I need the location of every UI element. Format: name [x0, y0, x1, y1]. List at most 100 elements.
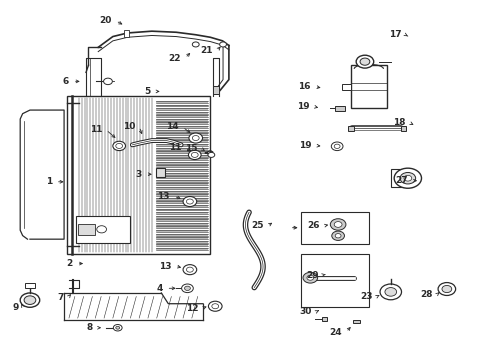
Circle shape [103, 78, 112, 85]
Bar [156, 216, 207, 218]
Text: 11: 11 [89, 125, 102, 134]
Bar [156, 166, 207, 167]
Circle shape [403, 175, 411, 181]
Bar [156, 144, 207, 146]
Text: 21: 21 [200, 46, 212, 55]
Text: 5: 5 [144, 87, 151, 96]
Circle shape [393, 168, 421, 188]
Bar [341, 84, 350, 90]
Circle shape [188, 150, 201, 159]
Bar [156, 226, 207, 228]
Text: 20: 20 [99, 16, 112, 25]
Circle shape [437, 283, 455, 296]
Text: 2: 2 [66, 259, 73, 268]
Bar [156, 101, 207, 103]
Circle shape [113, 141, 125, 150]
Bar [156, 119, 207, 121]
Bar [76, 216, 130, 243]
Bar [78, 224, 95, 235]
Bar [300, 212, 368, 244]
Bar [156, 122, 207, 125]
Bar [156, 230, 207, 232]
Text: 9: 9 [13, 303, 19, 312]
Bar [390, 169, 412, 187]
Text: 4: 4 [156, 284, 162, 293]
Bar [156, 130, 207, 132]
Circle shape [186, 199, 193, 204]
Bar [156, 151, 207, 153]
Circle shape [183, 197, 196, 207]
Circle shape [330, 219, 345, 230]
Bar [156, 198, 207, 200]
Circle shape [399, 172, 415, 184]
Bar [156, 104, 207, 107]
Text: 13: 13 [157, 192, 169, 201]
Bar [156, 219, 207, 221]
Circle shape [24, 296, 36, 305]
Bar [334, 106, 345, 111]
Bar [124, 30, 129, 37]
Circle shape [384, 288, 396, 296]
Bar [300, 253, 368, 307]
Text: 6: 6 [62, 77, 69, 86]
Bar [321, 317, 327, 320]
Bar [156, 133, 207, 135]
Bar [156, 237, 207, 239]
Bar [156, 112, 207, 114]
Circle shape [207, 152, 214, 157]
Bar [156, 187, 207, 189]
Circle shape [97, 226, 106, 233]
Circle shape [334, 234, 340, 238]
Circle shape [192, 42, 199, 47]
Circle shape [192, 135, 199, 140]
Bar [156, 180, 207, 182]
Bar [156, 248, 207, 250]
Circle shape [333, 144, 339, 148]
Bar [156, 183, 207, 185]
Text: 30: 30 [299, 307, 311, 316]
Text: 26: 26 [306, 221, 319, 230]
Text: 29: 29 [305, 270, 318, 279]
Circle shape [359, 58, 369, 65]
Circle shape [208, 301, 222, 311]
Circle shape [116, 326, 120, 329]
Circle shape [303, 273, 317, 283]
Text: 13: 13 [159, 262, 171, 271]
Bar [350, 65, 386, 108]
Bar [156, 194, 207, 196]
Text: 10: 10 [122, 122, 135, 131]
Circle shape [379, 284, 401, 300]
Circle shape [355, 55, 373, 68]
Circle shape [181, 284, 193, 293]
Text: 7: 7 [58, 293, 64, 302]
Bar [400, 126, 406, 131]
Bar [156, 205, 207, 207]
Bar [156, 190, 207, 193]
Text: 1: 1 [45, 177, 52, 186]
Bar [156, 158, 207, 160]
Circle shape [330, 142, 342, 150]
Circle shape [116, 143, 122, 148]
Circle shape [191, 152, 198, 157]
Circle shape [183, 265, 196, 275]
Text: 17: 17 [388, 30, 401, 39]
Text: 8: 8 [86, 323, 92, 332]
Bar [156, 126, 207, 128]
Circle shape [306, 275, 313, 280]
Bar [156, 201, 207, 203]
Circle shape [113, 324, 122, 331]
Bar [156, 148, 207, 149]
Text: 3: 3 [136, 170, 142, 179]
Text: 19: 19 [296, 102, 309, 111]
Bar [156, 208, 207, 211]
Circle shape [333, 222, 341, 227]
Text: 23: 23 [359, 292, 371, 301]
Circle shape [331, 231, 344, 240]
Text: 19: 19 [299, 141, 311, 150]
Bar [156, 212, 207, 214]
Bar [156, 241, 207, 243]
Text: 16: 16 [298, 82, 310, 91]
Bar [156, 244, 207, 246]
Bar [347, 126, 353, 131]
Circle shape [188, 133, 202, 143]
